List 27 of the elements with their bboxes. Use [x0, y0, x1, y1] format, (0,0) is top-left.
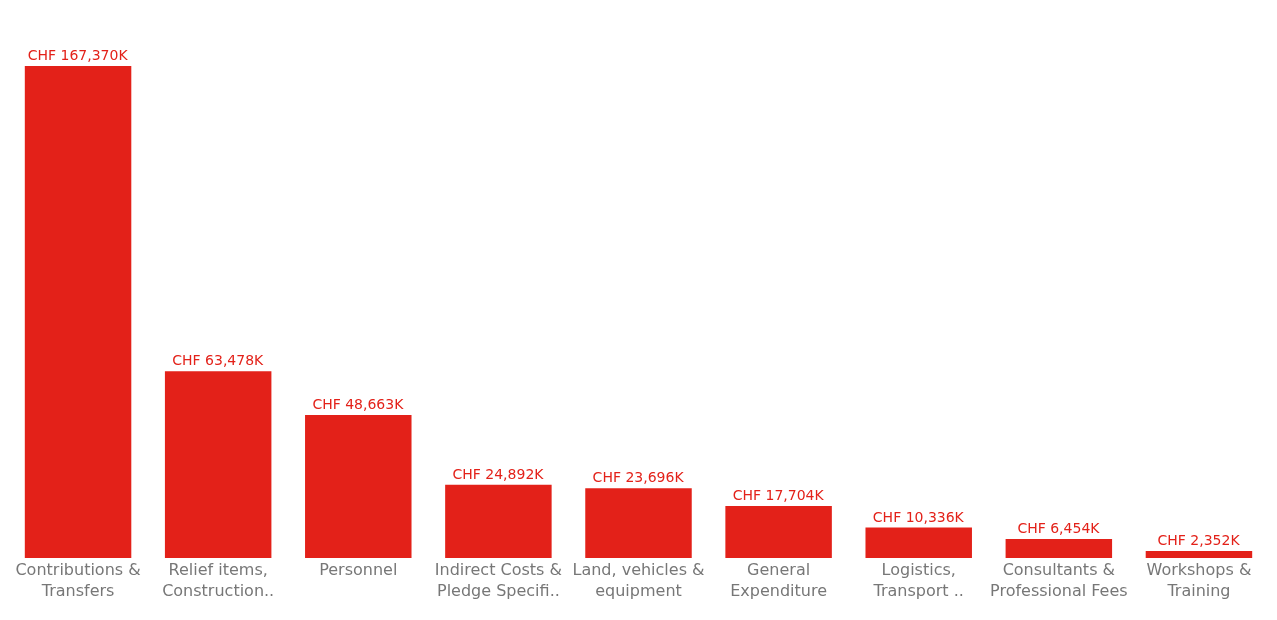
data-label: CHF 17,704K	[732, 486, 825, 503]
bar	[725, 505, 832, 558]
bar	[305, 414, 412, 558]
x-tick-label: Logistics, Transport ..	[872, 560, 964, 600]
x-tick-label: Indirect Costs & Pledge Specifi..	[434, 560, 562, 600]
x-tick-label: Land, vehicles & equipment	[572, 560, 705, 600]
data-label: CHF 10,336K	[872, 508, 965, 525]
data-label: CHF 63,478K	[172, 352, 265, 369]
bar	[585, 488, 692, 558]
data-label: CHF 48,663K	[312, 395, 405, 412]
x-tick-label: Contributions & Transfers	[15, 560, 141, 600]
bar	[164, 371, 272, 558]
x-tick-label: Consultants & Professional Fees	[990, 560, 1128, 600]
bar	[24, 65, 132, 558]
bar	[1145, 551, 1253, 558]
x-tick-label: Personnel	[319, 560, 398, 579]
data-label: CHF 6,454K	[1017, 520, 1101, 537]
x-tick-label: General Expenditure	[730, 560, 828, 600]
x-tick-label: Relief items, Construction..	[162, 560, 275, 600]
data-label: CHF 167,370K	[27, 46, 129, 63]
x-tick-label: Workshops & Training	[1146, 560, 1252, 600]
data-label: CHF 24,892K	[452, 465, 545, 482]
bar	[865, 527, 972, 558]
data-label: CHF 2,352K	[1157, 532, 1241, 549]
bar	[1005, 539, 1113, 558]
data-label: CHF 23,696K	[592, 469, 685, 486]
bar	[445, 484, 552, 558]
